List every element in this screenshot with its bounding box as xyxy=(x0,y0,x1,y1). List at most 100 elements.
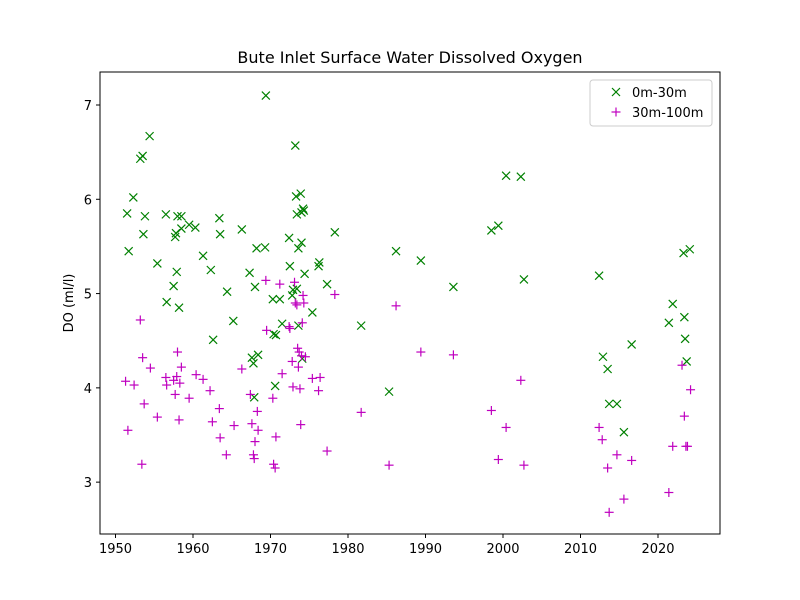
data-point-x-marker xyxy=(260,242,270,252)
data-point-plus-marker xyxy=(298,290,308,300)
data-point-x-marker xyxy=(298,204,308,214)
data-point-x-marker xyxy=(206,265,216,275)
data-point-plus-marker xyxy=(519,460,529,470)
data-point-x-marker xyxy=(145,131,155,141)
data-point-plus-marker xyxy=(207,417,217,427)
data-point-x-marker xyxy=(271,330,281,340)
data-point-plus-marker xyxy=(297,351,306,361)
data-point-plus-marker xyxy=(292,300,302,310)
data-point-plus-marker xyxy=(174,415,184,425)
data-point-x-marker xyxy=(501,171,511,181)
data-point-plus-marker xyxy=(270,463,280,473)
data-point-plus-marker xyxy=(121,376,131,386)
data-point-plus-marker xyxy=(290,277,300,287)
data-point-x-marker xyxy=(612,399,622,409)
data-point-x-marker xyxy=(228,316,238,326)
data-point-x-marker xyxy=(284,233,294,243)
data-point-plus-marker xyxy=(173,347,182,357)
data-point-x-marker xyxy=(668,299,678,309)
data-point-x-marker xyxy=(128,192,138,202)
legend-box xyxy=(589,79,713,127)
data-point-plus-marker xyxy=(237,364,247,374)
data-point-plus-marker xyxy=(516,375,526,385)
data-point-plus-marker xyxy=(322,446,332,456)
data-point-x-marker xyxy=(138,151,148,161)
data-point-plus-marker xyxy=(314,386,324,396)
data-point-plus-marker xyxy=(668,441,678,451)
data-point-plus-marker xyxy=(175,378,185,388)
data-point-plus-marker xyxy=(221,450,231,460)
data-point-x-marker xyxy=(285,261,295,271)
data-point-x-marker xyxy=(603,364,613,374)
data-point-x-marker xyxy=(252,243,261,253)
data-point-plus-marker xyxy=(176,362,186,372)
data-point-x-marker xyxy=(237,225,247,234)
series-layer xyxy=(121,91,696,517)
data-point-x-marker xyxy=(250,282,260,292)
data-point-plus-marker xyxy=(161,372,171,382)
y-axis: 3 4 5 6 7 xyxy=(84,99,100,491)
data-point-x-marker xyxy=(215,229,225,239)
data-point-plus-marker xyxy=(262,325,272,335)
y-tick-label: 4 xyxy=(84,382,92,397)
data-point-x-marker xyxy=(290,141,300,150)
data-point-x-marker xyxy=(122,209,132,218)
data-point-x-marker xyxy=(140,211,150,221)
data-point-x-marker xyxy=(174,303,184,313)
data-point-plus-marker xyxy=(299,298,309,308)
data-point-plus-marker xyxy=(249,454,259,464)
legend-label: 0m-30m xyxy=(632,86,687,101)
legend-item: 30m-100m xyxy=(611,106,703,121)
data-point-x-marker xyxy=(268,294,278,304)
y-tick-label: 3 xyxy=(84,476,92,491)
legend: 0m-30m 30m-100m xyxy=(589,79,713,127)
data-point-plus-marker xyxy=(137,459,147,469)
data-point-plus-marker xyxy=(250,437,260,447)
x-axis: 1950 1960 1970 1980 1990 2000 2010 2020 xyxy=(99,534,675,557)
data-point-plus-marker xyxy=(138,353,148,363)
data-point-plus-marker xyxy=(416,347,426,357)
data-point-x-marker xyxy=(516,172,526,182)
data-point-x-marker xyxy=(384,387,394,397)
data-point-plus-marker xyxy=(139,399,149,409)
data-point-x-marker xyxy=(291,192,301,201)
data-point-x-marker xyxy=(214,213,224,223)
plot-area xyxy=(99,71,721,535)
legend-marker xyxy=(611,107,621,117)
series-0m-30m xyxy=(122,91,695,437)
data-point-x-marker xyxy=(198,251,208,261)
data-point-x-marker xyxy=(269,329,279,339)
data-point-plus-marker xyxy=(285,323,295,333)
data-point-x-marker xyxy=(152,258,162,268)
data-point-plus-marker xyxy=(269,459,279,469)
data-point-x-marker xyxy=(162,297,172,307)
data-point-x-marker xyxy=(519,275,529,284)
data-point-plus-marker xyxy=(682,441,692,451)
x-tick-label: 2020 xyxy=(641,542,674,557)
data-point-plus-marker xyxy=(275,279,285,289)
data-point-x-marker xyxy=(330,227,340,237)
data-point-plus-marker xyxy=(288,382,298,392)
data-point-x-marker xyxy=(682,357,692,366)
x-tick-label: 1960 xyxy=(176,542,209,557)
data-point-plus-marker xyxy=(198,374,208,384)
data-point-plus-marker xyxy=(287,356,297,366)
x-tick-label: 2010 xyxy=(564,542,597,557)
data-point-plus-marker xyxy=(247,419,257,429)
data-point-plus-marker xyxy=(261,275,271,285)
data-point-plus-marker xyxy=(300,352,310,362)
y-axis-label: DO (ml/l) xyxy=(62,274,77,333)
data-point-x-marker xyxy=(173,211,182,221)
data-point-plus-marker xyxy=(145,363,155,373)
data-point-x-marker xyxy=(679,312,689,322)
x-tick-label: 1970 xyxy=(254,542,287,557)
data-point-x-marker xyxy=(184,220,194,230)
data-point-plus-marker xyxy=(391,301,401,311)
data-point-plus-marker xyxy=(448,350,458,360)
data-point-plus-marker xyxy=(170,389,180,399)
data-point-x-marker xyxy=(275,294,285,304)
data-point-plus-marker xyxy=(677,360,687,370)
data-point-plus-marker xyxy=(277,369,287,379)
legend-marker xyxy=(611,87,621,97)
data-point-x-marker xyxy=(680,334,690,344)
